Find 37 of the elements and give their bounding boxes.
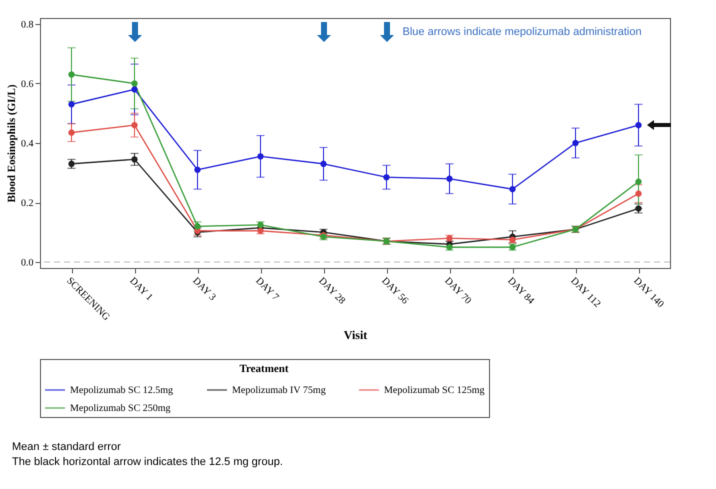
legend-label: Mepolizumab SC 12.5mg: [70, 385, 174, 396]
y-axis-title: Blood Eosinophils (GI/L): [6, 84, 18, 202]
x-axis-title: Visit: [344, 328, 368, 342]
point: [635, 205, 642, 212]
point: [68, 129, 75, 136]
text: Mean ± standard error: [12, 440, 122, 455]
point: [257, 153, 264, 160]
point: [68, 160, 75, 167]
y-tick-label: 0.8: [21, 19, 34, 30]
point: [320, 160, 327, 167]
y-tick-label: 0.6: [21, 78, 34, 90]
point: [509, 186, 516, 192]
text: The black horizontal arrow indicates the 12.5 mg group.: [12, 455, 283, 470]
point: [131, 86, 138, 93]
point: [509, 244, 516, 250]
y-tick-label: 0.0: [21, 258, 34, 269]
point: [446, 176, 453, 182]
legend-label: Mepolizumab SC 250mg: [70, 403, 171, 414]
legend-label: Mepolizumab SC 125mg: [384, 385, 485, 396]
legend-title: Treatment: [239, 363, 289, 375]
legend-label: Mepolizumab IV 75mg: [232, 385, 326, 396]
point: [131, 122, 138, 128]
point: [68, 101, 75, 108]
y-tick-label: 0.4: [21, 138, 34, 150]
point: [635, 190, 642, 197]
point: [572, 140, 579, 146]
point: [194, 166, 201, 173]
point: [131, 80, 138, 87]
annotation: Blue arrows indicate mepolizumab administration: [402, 26, 642, 38]
point: [194, 223, 201, 230]
point: [635, 122, 642, 128]
point: [383, 174, 390, 180]
point: [635, 178, 642, 185]
point: [509, 236, 516, 243]
point: [68, 71, 75, 78]
point: [131, 156, 138, 163]
y-tick-label: 0.2: [21, 198, 34, 210]
